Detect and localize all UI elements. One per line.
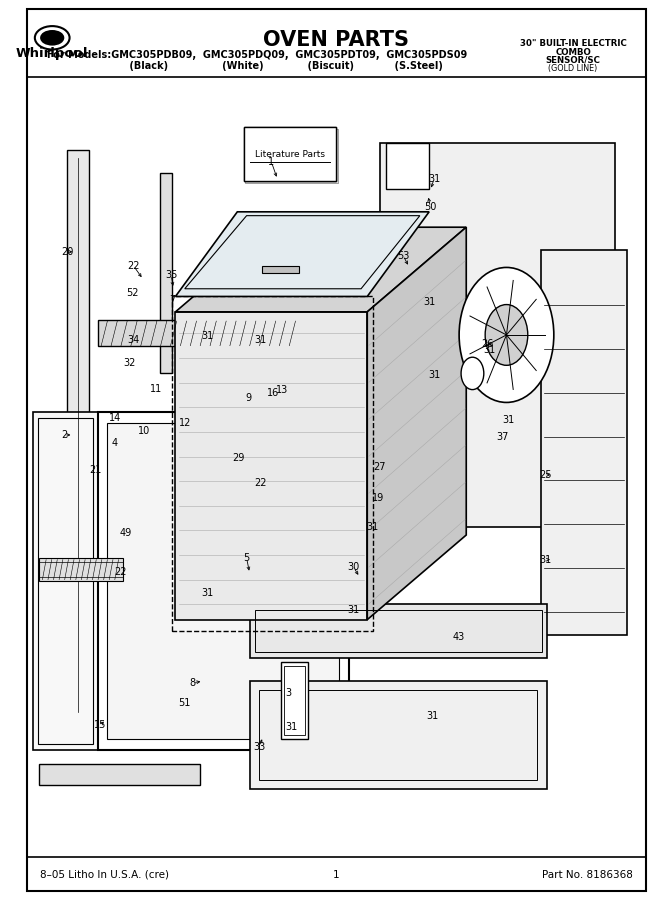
- Text: 31: 31: [255, 336, 267, 346]
- Polygon shape: [98, 412, 349, 751]
- Polygon shape: [379, 142, 615, 527]
- Text: 31: 31: [201, 331, 214, 341]
- Text: 3: 3: [285, 688, 291, 698]
- Text: 32: 32: [123, 358, 135, 368]
- Text: 31: 31: [426, 711, 438, 721]
- Polygon shape: [250, 604, 546, 658]
- Text: (GOLD LINE): (GOLD LINE): [548, 64, 598, 73]
- Polygon shape: [250, 681, 546, 789]
- Circle shape: [459, 267, 554, 402]
- Text: 31: 31: [201, 588, 214, 598]
- Text: 31: 31: [366, 522, 378, 532]
- Text: 25: 25: [539, 470, 552, 480]
- Text: 50: 50: [424, 202, 437, 212]
- Text: 13: 13: [276, 385, 289, 395]
- Text: Literature Parts: Literature Parts: [255, 149, 325, 158]
- Text: 31: 31: [428, 174, 440, 184]
- Text: 4: 4: [111, 437, 118, 447]
- Text: 31: 31: [502, 415, 514, 425]
- Ellipse shape: [41, 32, 63, 45]
- Text: 19: 19: [372, 493, 385, 503]
- Text: 53: 53: [397, 251, 409, 261]
- Polygon shape: [175, 212, 429, 296]
- Text: 8: 8: [190, 678, 196, 688]
- Text: 20: 20: [61, 247, 74, 256]
- Ellipse shape: [35, 26, 70, 50]
- Circle shape: [485, 304, 527, 365]
- Polygon shape: [541, 250, 627, 635]
- Text: 22: 22: [127, 261, 140, 271]
- Text: COMBO: COMBO: [556, 48, 591, 57]
- Text: 26: 26: [482, 339, 494, 349]
- Text: 22: 22: [254, 478, 267, 488]
- Text: 5: 5: [243, 554, 250, 563]
- Text: 33: 33: [253, 742, 265, 751]
- Text: 9: 9: [245, 393, 252, 403]
- Text: 51: 51: [179, 698, 191, 707]
- Text: Part No. 8186368: Part No. 8186368: [542, 869, 633, 880]
- Polygon shape: [243, 127, 336, 181]
- Polygon shape: [367, 227, 466, 619]
- Text: 31: 31: [428, 370, 440, 380]
- Polygon shape: [108, 423, 340, 739]
- Text: 29: 29: [232, 453, 244, 464]
- Text: 10: 10: [138, 426, 151, 436]
- Text: 27: 27: [374, 463, 386, 473]
- Text: 37: 37: [496, 431, 509, 442]
- Text: Whirlpool: Whirlpool: [16, 47, 89, 59]
- Text: 15: 15: [94, 720, 106, 730]
- Text: SENSOR/SC: SENSOR/SC: [546, 56, 600, 65]
- Polygon shape: [262, 266, 299, 274]
- Polygon shape: [33, 412, 98, 751]
- Text: 31: 31: [539, 554, 552, 564]
- Polygon shape: [175, 227, 466, 312]
- Polygon shape: [175, 312, 367, 619]
- Text: 1: 1: [268, 157, 274, 166]
- Polygon shape: [280, 662, 308, 739]
- Circle shape: [461, 357, 484, 390]
- Text: (Black)                (White)             (Biscuit)            (S.Steel): (Black) (White) (Biscuit) (S.Steel): [72, 60, 443, 71]
- Text: 1: 1: [333, 869, 340, 880]
- Polygon shape: [39, 558, 123, 581]
- Text: 8–05 Litho In U.S.A. (cre): 8–05 Litho In U.S.A. (cre): [40, 869, 169, 880]
- Text: 31: 31: [423, 297, 436, 307]
- Polygon shape: [386, 142, 429, 189]
- Text: 31: 31: [286, 723, 298, 733]
- Polygon shape: [39, 764, 200, 785]
- Polygon shape: [67, 150, 89, 720]
- Text: 35: 35: [165, 270, 177, 280]
- Text: 16: 16: [267, 388, 279, 398]
- Text: For Models:GMC305PDB09,  GMC305PDQ09,  GMC305PDT09,  GMC305PDS09: For Models:GMC305PDB09, GMC305PDQ09, GMC…: [48, 50, 467, 60]
- Text: 49: 49: [120, 528, 132, 538]
- Polygon shape: [245, 130, 338, 184]
- Text: 52: 52: [126, 288, 138, 298]
- Text: 21: 21: [89, 464, 101, 474]
- Text: 7: 7: [170, 295, 175, 305]
- Text: 31: 31: [348, 606, 360, 616]
- Text: OVEN PARTS: OVEN PARTS: [263, 31, 409, 50]
- Text: 31: 31: [484, 346, 496, 356]
- Text: 12: 12: [179, 418, 191, 428]
- Polygon shape: [160, 174, 172, 374]
- Text: 22: 22: [115, 567, 127, 577]
- Text: 11: 11: [149, 383, 162, 394]
- Text: 43: 43: [452, 632, 465, 642]
- Text: 30: 30: [348, 562, 360, 572]
- Text: 30" BUILT-IN ELECTRIC: 30" BUILT-IN ELECTRIC: [520, 39, 627, 48]
- Text: 34: 34: [127, 336, 140, 346]
- Polygon shape: [98, 320, 305, 346]
- Text: 2: 2: [61, 430, 67, 440]
- Text: 14: 14: [109, 413, 121, 423]
